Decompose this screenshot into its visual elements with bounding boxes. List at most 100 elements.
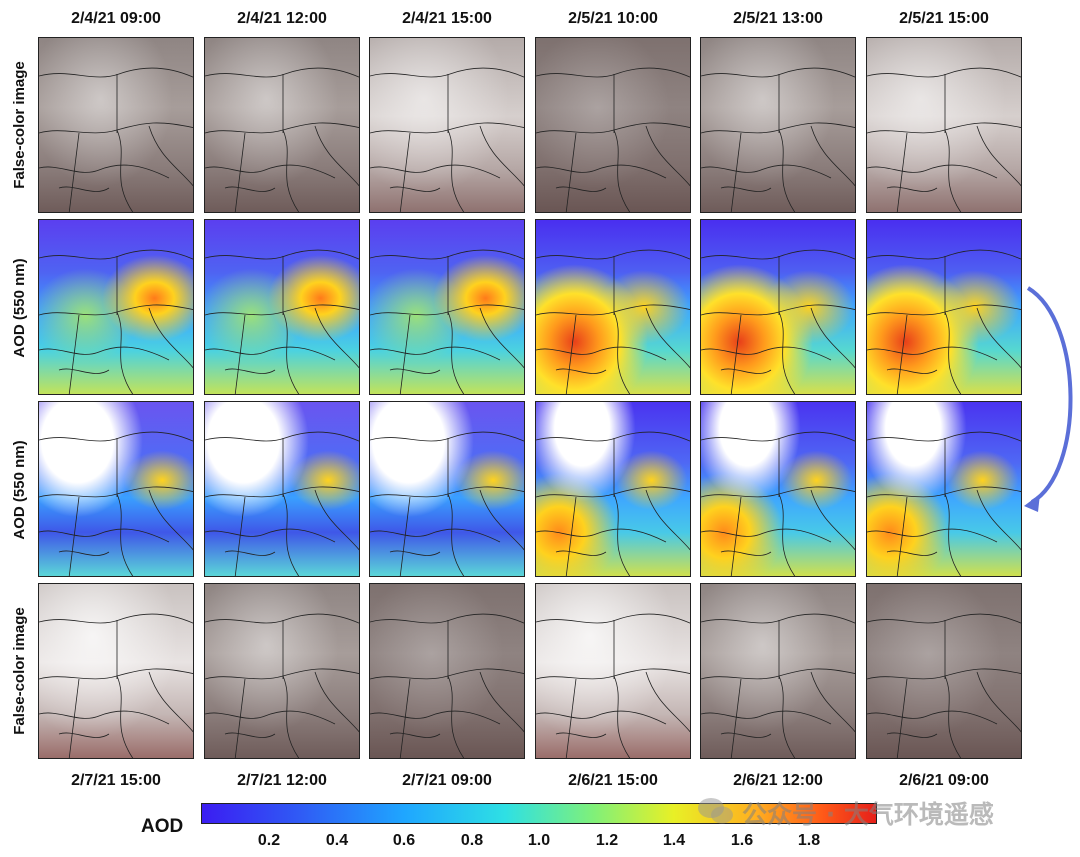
border-line [205, 486, 359, 498]
border-line [370, 668, 524, 680]
border-line [58, 732, 110, 738]
border-line [205, 122, 359, 134]
border-line [399, 496, 411, 576]
border-line [58, 368, 110, 374]
country-borders [205, 67, 359, 212]
border-line [701, 304, 855, 316]
border-line [39, 668, 193, 680]
border-line [39, 431, 193, 442]
border-line [68, 314, 80, 394]
false-color-panel [535, 583, 691, 759]
border-line [536, 431, 690, 442]
border-line [565, 496, 577, 576]
top-date-1: 2/4/21 09:00 [71, 10, 161, 27]
border-line [867, 249, 1021, 260]
border-line [613, 129, 631, 212]
border-line [370, 122, 524, 134]
border-line [370, 710, 501, 725]
border-line [479, 671, 524, 733]
border-line [314, 125, 359, 187]
border-line [613, 311, 631, 394]
border-line [730, 132, 742, 212]
border-line [370, 528, 501, 543]
border-line [555, 550, 607, 556]
country-borders [701, 613, 855, 758]
border-line [701, 431, 855, 442]
border-line [39, 528, 170, 543]
border-line [976, 307, 1021, 369]
false-color-panel [38, 37, 194, 213]
country-borders [701, 431, 855, 576]
border-line [536, 613, 690, 624]
border-line [205, 710, 336, 725]
border-line [886, 368, 938, 374]
border-line [116, 493, 134, 576]
border-line [645, 671, 690, 733]
border-line [389, 368, 441, 374]
border-line [479, 125, 524, 187]
country-borders [867, 613, 1021, 758]
border-line [39, 346, 170, 361]
border-line [39, 486, 193, 498]
border-line [867, 304, 1021, 316]
border-line [613, 675, 631, 758]
colorbar-tick: 0.2 [257, 832, 281, 849]
country-borders [205, 613, 359, 758]
country-borders [701, 67, 855, 212]
border-line [58, 550, 110, 556]
border-line [730, 314, 742, 394]
border-line [701, 613, 855, 624]
border-line [370, 304, 524, 316]
border-line [701, 164, 832, 179]
border-line [944, 675, 962, 758]
border-line [555, 732, 607, 738]
border-line [720, 732, 772, 738]
border-line [720, 550, 772, 556]
border-line [370, 486, 524, 498]
colorbar-tick: 0.6 [392, 832, 416, 849]
border-line [314, 671, 359, 733]
border-line [282, 493, 300, 576]
border-line [399, 132, 411, 212]
border-line [205, 304, 359, 316]
false-color-panel [535, 37, 691, 213]
border-line [39, 122, 193, 134]
false-color-panel [700, 37, 856, 213]
border-line [886, 186, 938, 192]
border-line [536, 67, 690, 78]
border-line [370, 431, 524, 442]
border-line [399, 678, 411, 758]
top-date-4: 2/5/21 10:00 [568, 10, 658, 27]
border-line [976, 489, 1021, 551]
false-color-panel [700, 583, 856, 759]
aod-map-panel [866, 401, 1022, 577]
false-color-panel [369, 583, 525, 759]
border-line [778, 311, 796, 394]
border-line [282, 129, 300, 212]
border-line [867, 486, 1021, 498]
border-line [148, 307, 193, 369]
border-line [205, 249, 359, 260]
border-line [39, 67, 193, 78]
aod-map-panel [700, 401, 856, 577]
false-color-panel [38, 583, 194, 759]
border-line [205, 164, 336, 179]
wechat-icon [698, 798, 733, 824]
border-line [314, 307, 359, 369]
false-color-panel [204, 583, 360, 759]
border-line [399, 314, 411, 394]
country-borders [39, 613, 193, 758]
aod-map-panel [204, 219, 360, 395]
border-line [701, 486, 855, 498]
border-line [613, 493, 631, 576]
border-line [886, 550, 938, 556]
border-line [205, 668, 359, 680]
border-line [389, 550, 441, 556]
border-line [536, 486, 690, 498]
country-borders [205, 249, 359, 394]
bottom-date-6: 2/6/21 09:00 [899, 772, 989, 789]
country-borders [39, 431, 193, 576]
country-borders [370, 249, 524, 394]
border-line [896, 496, 908, 576]
aod-map-panel [369, 219, 525, 395]
